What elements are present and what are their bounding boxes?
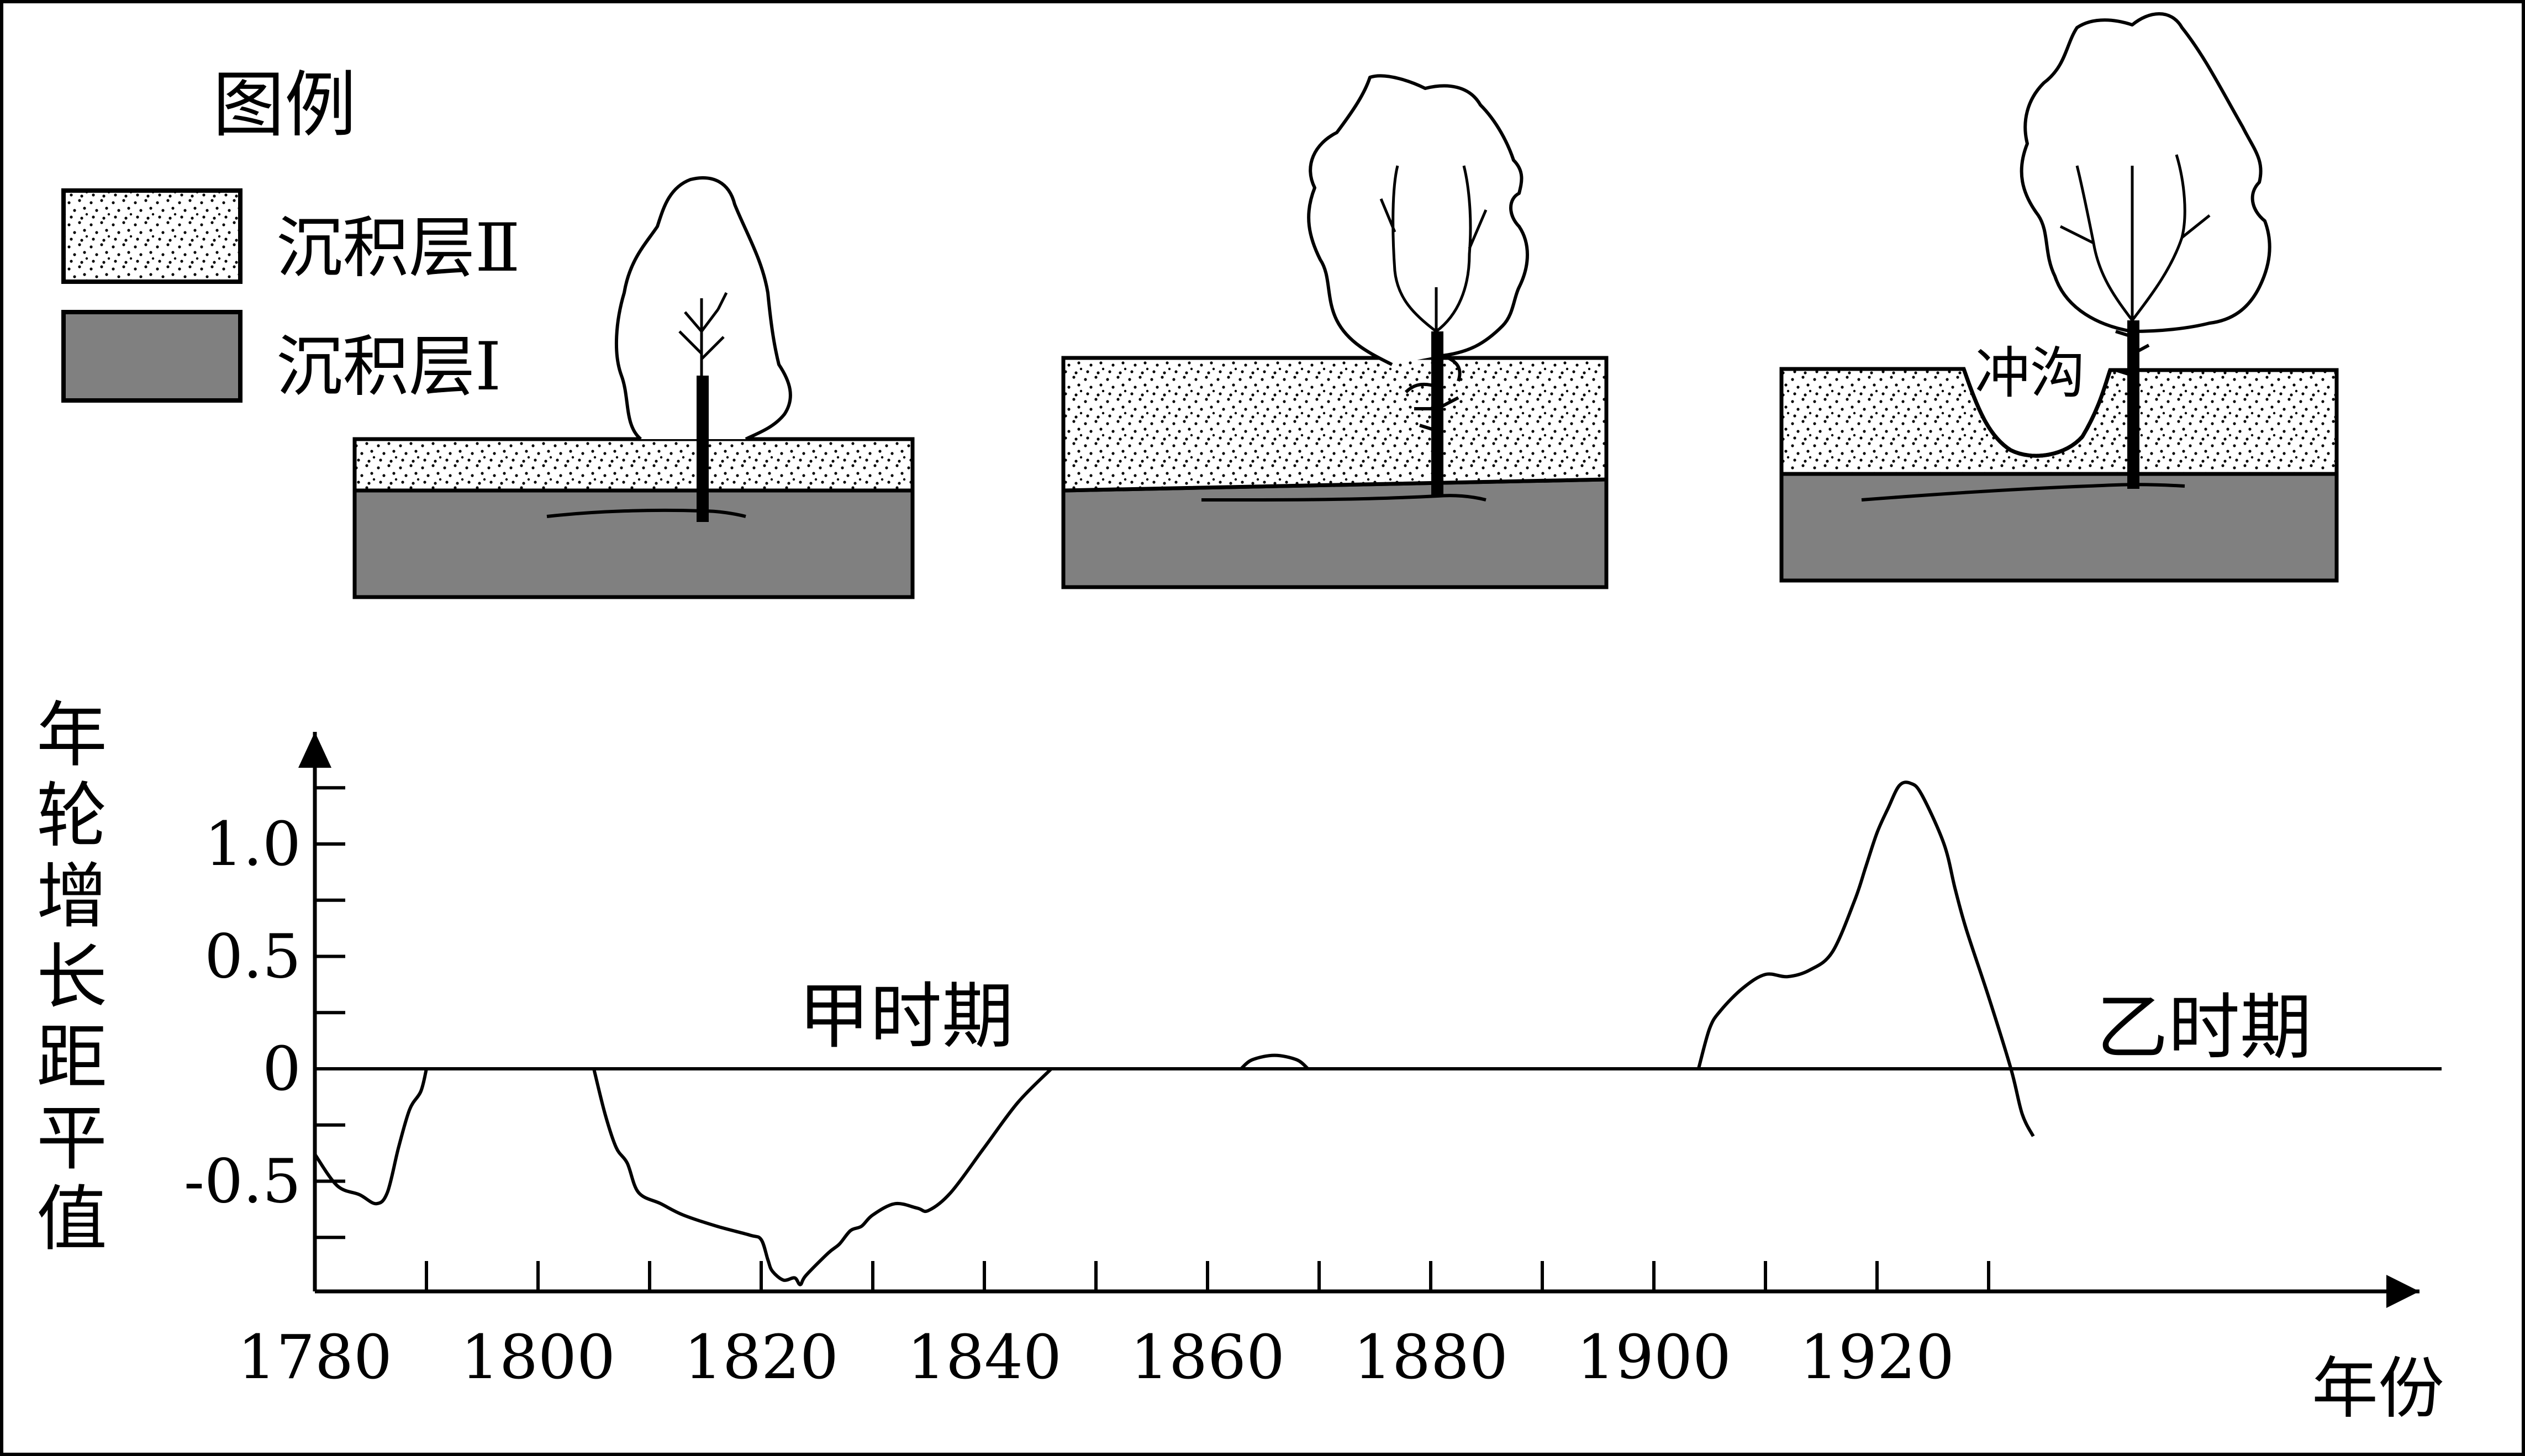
x-tick-label-1900: 1900 — [1577, 1322, 1731, 1392]
scene-1-layer2 — [352, 437, 915, 493]
y-axis-title-char: 平 — [36, 1098, 107, 1180]
y-axis-title-char: 距 — [36, 1017, 107, 1099]
scene-1-tree-roots — [546, 508, 746, 518]
scene-1-layer1 — [352, 488, 915, 599]
scene-3-tree-branches — [2059, 154, 2211, 321]
y-tick-label-0_5: 0.5 — [204, 921, 301, 992]
legend-label-layer2: 沉积层Ⅱ — [276, 210, 520, 287]
y-axis-title-char: 值 — [36, 1178, 107, 1260]
series-line-segment-2 — [592, 1067, 1053, 1286]
x-axis-arrow — [2386, 1275, 2419, 1308]
annotation-jia: 甲时期 — [798, 974, 1014, 1058]
legend-swatch-layer2 — [61, 188, 243, 284]
series-line-segment-3 — [1240, 1053, 1309, 1070]
scene-2-layer2 — [1061, 356, 1609, 493]
x-tick-label-1820: 1820 — [684, 1322, 839, 1392]
scene-3-tree-roots — [1861, 330, 2185, 502]
scene-1 — [352, 176, 915, 599]
chart-marks: 1780 1800 1820 1840 1860 1880 1900 1920 1.0 0.5 0 -… — [184, 732, 2442, 1392]
scene-3-layer1 — [1779, 472, 2339, 583]
x-tick-label-1880: 1880 — [1353, 1322, 1508, 1392]
scene-3-tree-crown — [2020, 12, 2271, 333]
gully-label: 冲沟 — [1975, 341, 2085, 405]
y-axis-title-char: 长 — [36, 936, 107, 1019]
x-tick-label-1920: 1920 — [1800, 1322, 1954, 1392]
y-tick-label-0: 0 — [262, 1033, 301, 1104]
x-tick-label-1860: 1860 — [1130, 1322, 1285, 1392]
x-tick-label-1840: 1840 — [907, 1322, 1062, 1392]
y-tick-label-1_0: 1.0 — [204, 809, 301, 879]
x-tick-label-1800: 1800 — [461, 1322, 615, 1392]
x-axis-title: 年份 — [2312, 1351, 2444, 1427]
legend-title: 图例 — [213, 63, 356, 147]
y-tick-label--0_5: -0.5 — [184, 1146, 301, 1217]
scene-2 — [1061, 74, 1609, 589]
y-axis-title-char: 年 — [36, 694, 107, 777]
y-axis-arrow — [298, 732, 331, 768]
scene-1-tree-crown — [614, 176, 792, 441]
y-axis-title-char: 轮 — [36, 775, 107, 857]
series-line-segment-1 — [313, 1068, 428, 1206]
legend-swatch-layer1 — [61, 310, 243, 403]
scene-2-tree-branches — [1379, 165, 1488, 342]
x-tick-label-1780: 1780 — [238, 1322, 392, 1392]
scene-3-gully — [1962, 368, 2112, 458]
series-line-segment-4 — [1696, 780, 2035, 1137]
legend-label-layer1: 沉积层Ⅰ — [276, 329, 501, 405]
scene-2-tree-crown — [1307, 74, 1529, 366]
scene-2-layer1 — [1061, 477, 1609, 589]
scene-3: 冲沟 — [1779, 12, 2339, 583]
legend: 图例 沉积层Ⅱ 沉积层Ⅰ — [61, 63, 520, 405]
annotation-yi: 乙时期 — [2096, 985, 2312, 1069]
scene-1-tree-branches — [678, 292, 728, 381]
y-axis-title-char: 增 — [36, 856, 107, 938]
scene-2-tree-roots — [1201, 352, 1486, 502]
